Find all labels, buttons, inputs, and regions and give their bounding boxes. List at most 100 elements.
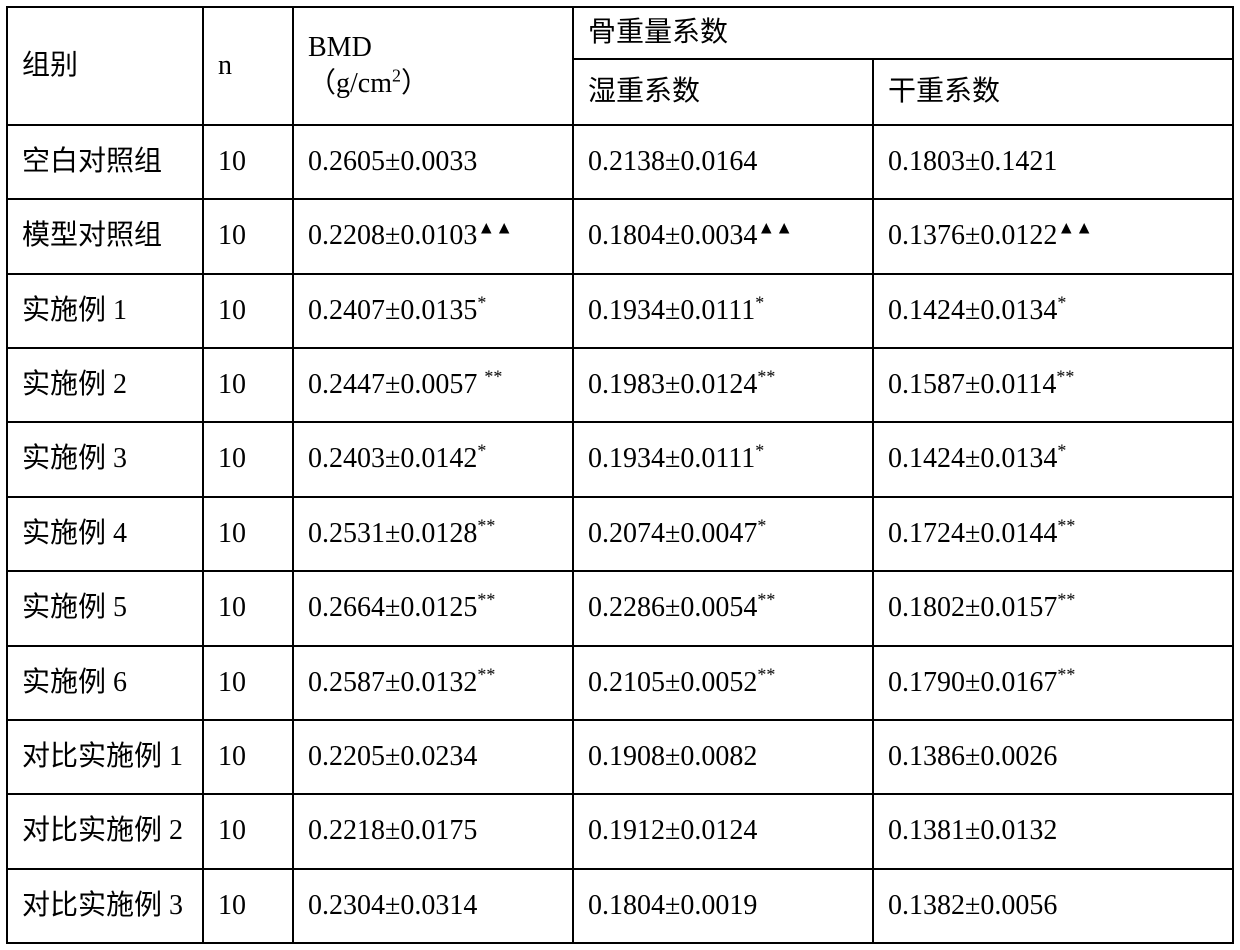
cell-group: 实施例 5 [7,571,203,645]
table-row: 模型对照组100.2208±0.0103▲▲0.1804±0.0034▲▲0.1… [7,199,1233,273]
cell-wet: 0.1804±0.0034▲▲ [573,199,873,273]
cell-group-value: 实施例 2 [22,369,127,400]
bmd-unit-sup: 2 [392,66,401,86]
cell-n: 10 [203,125,293,199]
cell-dry-value: 0.1382±0.0056 [888,890,1057,921]
cell-group: 对比实施例 2 [7,794,203,868]
cell-bmd-sup: ▲▲ [477,218,513,238]
cell-bmd-value: 0.2304±0.0314 [308,890,477,921]
cell-n-value: 10 [218,815,246,846]
cell-bmd-sup: * [477,292,486,312]
cell-dry-sup: ** [1056,367,1074,387]
cell-group: 实施例 4 [7,497,203,571]
table-row: 实施例 6100.2587±0.0132**0.2105±0.0052**0.1… [7,646,1233,720]
cell-group: 对比实施例 1 [7,720,203,794]
cell-wet-value: 0.1908±0.0082 [588,741,757,772]
cell-wet: 0.1912±0.0124 [573,794,873,868]
cell-bmd: 0.2218±0.0175 [293,794,573,868]
table-row: 实施例 2100.2447±0.0057 **0.1983±0.0124**0.… [7,348,1233,422]
cell-group-value: 实施例 1 [22,295,127,326]
cell-bmd: 0.2403±0.0142* [293,422,573,496]
cell-group: 对比实施例 3 [7,869,203,943]
cell-bmd: 0.2407±0.0135* [293,274,573,348]
col-header-bmd: BMD （g/cm2） [293,7,573,125]
cell-bmd-value: 0.2531±0.0128 [308,518,477,549]
bmd-unit-close: ） [401,68,429,99]
cell-dry-value: 0.1376±0.0122 [888,220,1057,251]
cell-bmd-value: 0.2664±0.0125 [308,592,477,623]
cell-wet: 0.1934±0.0111* [573,274,873,348]
cell-n: 10 [203,497,293,571]
cell-dry-value: 0.1381±0.0132 [888,815,1057,846]
bmd-label: BMD [308,32,372,63]
table-row: 实施例 4100.2531±0.0128**0.2074±0.0047*0.17… [7,497,1233,571]
cell-dry-value: 0.1424±0.0134 [888,443,1057,474]
cell-bmd-value: 0.2407±0.0135 [308,295,477,326]
cell-bmd-value: 0.2205±0.0234 [308,741,477,772]
cell-bmd: 0.2447±0.0057 ** [293,348,573,422]
cell-bmd-sup: ** [477,664,495,684]
cell-wet-value: 0.2138±0.0164 [588,146,757,177]
cell-bmd-sup: ** [484,367,502,387]
cell-wet-sup: ▲▲ [757,218,793,238]
cell-group: 实施例 6 [7,646,203,720]
cell-bmd: 0.2531±0.0128** [293,497,573,571]
cell-dry: 0.1376±0.0122▲▲ [873,199,1233,273]
table-row: 对比实施例 3100.2304±0.03140.1804±0.00190.138… [7,869,1233,943]
cell-group-value: 实施例 6 [22,667,127,698]
cell-n: 10 [203,794,293,868]
cell-wet-value: 0.1983±0.0124 [588,369,757,400]
cell-bmd-sup: ** [477,590,495,610]
col-header-wet: 湿重系数 [573,59,873,125]
cell-group: 实施例 2 [7,348,203,422]
cell-group-value: 对比实施例 3 [22,890,183,921]
cell-n-value: 10 [218,592,246,623]
cell-wet-value: 0.1934±0.0111 [588,443,755,474]
cell-dry: 0.1790±0.0167** [873,646,1233,720]
col-header-coeff: 骨重量系数 [573,7,1233,59]
cell-wet-value: 0.2105±0.0052 [588,667,757,698]
cell-dry-sup: * [1057,292,1066,312]
cell-group-value: 对比实施例 2 [22,815,183,846]
cell-wet-value: 0.1804±0.0019 [588,890,757,921]
cell-wet: 0.2074±0.0047* [573,497,873,571]
table-row: 对比实施例 2 10 0.2218±0.01750.1912±0.0124 0.138… [7,794,1233,868]
cell-wet-sup: * [755,292,764,312]
cell-bmd-value: 0.2403±0.0142 [308,443,477,474]
cell-n-value: 10 [218,146,246,177]
cell-n-value: 10 [218,667,246,698]
table-row: 实施例 5100.2664±0.0125**0.2286±0.0054**0.1… [7,571,1233,645]
cell-bmd: 0.2208±0.0103▲▲ [293,199,573,273]
cell-wet: 0.2105±0.0052** [573,646,873,720]
cell-dry: 0.1802±0.0157** [873,571,1233,645]
cell-dry: 0.1724±0.0144** [873,497,1233,571]
cell-wet-sup: ** [757,367,775,387]
cell-wet-sup: * [755,441,764,461]
table-row: 空白对照组 10 0.2605±0.0033 0.2138±0.0164 0.1803±… [7,125,1233,199]
cell-n: 10 [203,199,293,273]
cell-wet: 0.1908±0.0082 [573,720,873,794]
cell-dry: 0.1424±0.0134* [873,422,1233,496]
cell-wet-sup: ** [757,590,775,610]
cell-dry: 0.1587±0.0114** [873,348,1233,422]
cell-n-value: 10 [218,443,246,474]
cell-group-value: 空白对照组 [22,146,162,177]
cell-dry: 0.1381±0.0132 [873,794,1233,868]
cell-n: 10 [203,571,293,645]
header-row-1: 组别 n BMD （g/cm2） 骨重量系数 [7,7,1233,59]
cell-n-value: 10 [218,741,246,772]
cell-dry: 0.1803±0.1421 [873,125,1233,199]
cell-bmd-value: 0.2447±0.0057 [308,369,484,400]
cell-bmd: 0.2605±0.0033 [293,125,573,199]
cell-group: 实施例 3 [7,422,203,496]
cell-n-value: 10 [218,295,246,326]
cell-bmd-value: 0.2208±0.0103 [308,220,477,251]
cell-group: 模型对照组 [7,199,203,273]
table-row: 实施例 3 10 0.2403±0.0142* 0.1934±0.0111* 0.142… [7,422,1233,496]
cell-wet-value: 0.2286±0.0054 [588,592,757,623]
cell-wet: 0.1804±0.0019 [573,869,873,943]
cell-dry-value: 0.1386±0.0026 [888,741,1057,772]
cell-bmd-value: 0.2587±0.0132 [308,667,477,698]
cell-bmd: 0.2587±0.0132** [293,646,573,720]
cell-wet: 0.1983±0.0124** [573,348,873,422]
